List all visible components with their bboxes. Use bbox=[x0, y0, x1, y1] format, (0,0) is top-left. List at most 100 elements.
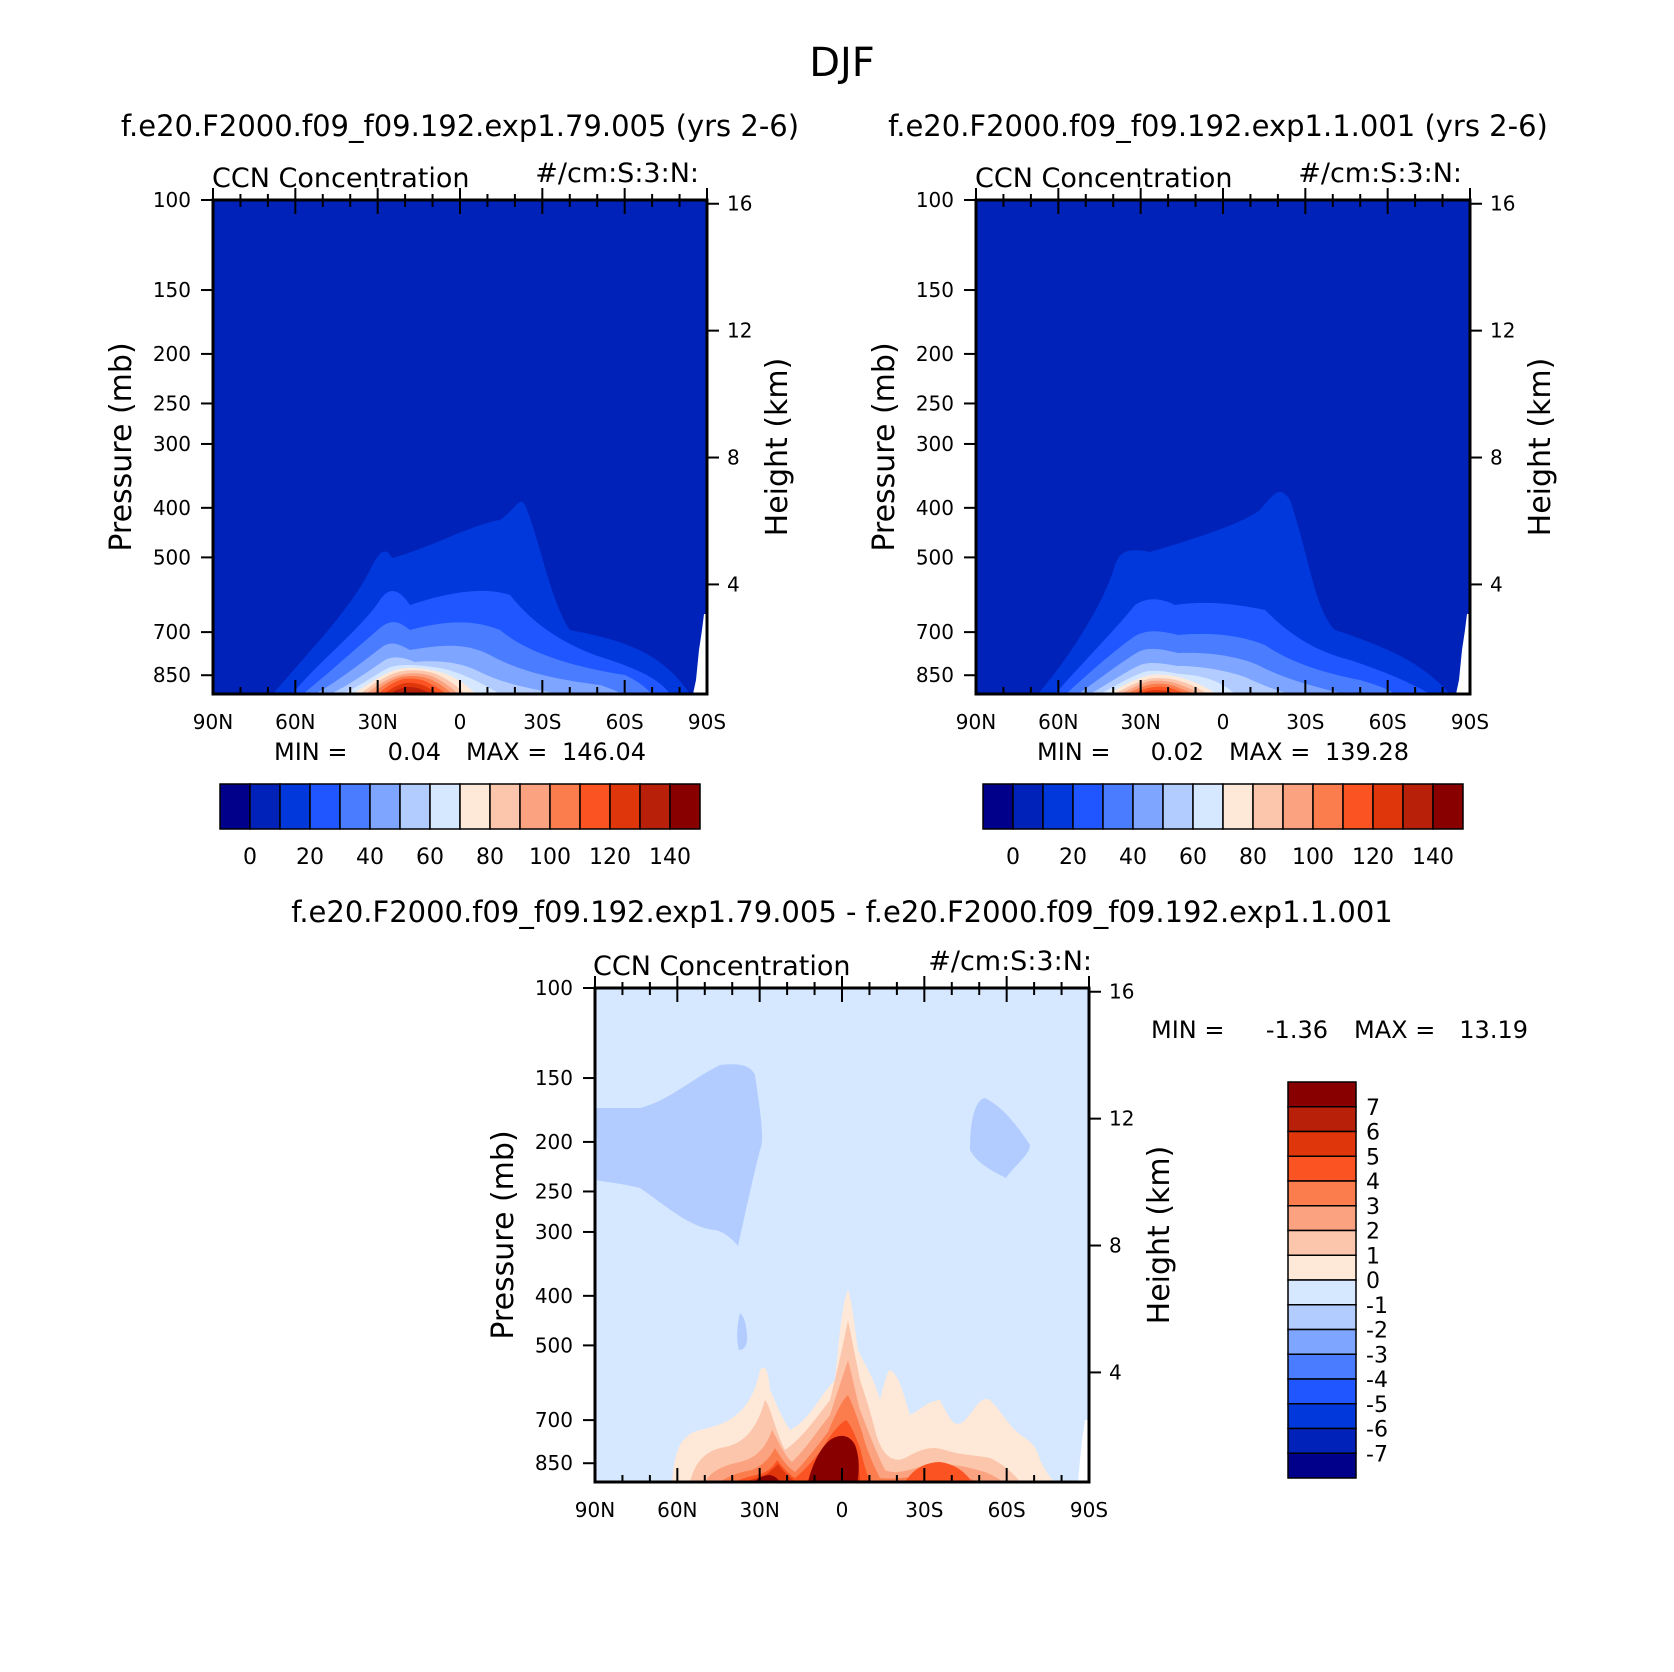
colorbar-swatch bbox=[1287, 1403, 1357, 1430]
colorbar-swatch bbox=[1287, 1130, 1357, 1157]
y-tick-label: 850 bbox=[535, 1451, 573, 1475]
y-tick-label: 500 bbox=[535, 1333, 573, 1357]
colorbar-label: 4 bbox=[1366, 1170, 1380, 1195]
y-right-tick-label: 8 bbox=[727, 446, 740, 470]
y-tick-label: 150 bbox=[153, 278, 191, 302]
y-right-tick-label: 8 bbox=[1490, 446, 1503, 470]
x-tick-label: 90N bbox=[193, 710, 233, 734]
panel-1-min-value: 0.04 bbox=[388, 738, 441, 766]
x-tick-label: 30N bbox=[357, 710, 397, 734]
y-right-tick-label: 4 bbox=[1109, 1360, 1122, 1384]
panel-1-left-string: CCN Concentration bbox=[212, 163, 470, 194]
contour-130 bbox=[390, 687, 432, 694]
colorbar-label: 3 bbox=[1366, 1195, 1380, 1220]
contour-pos-5-a bbox=[745, 1464, 796, 1482]
panel-2-axes: 100 150 200 250 300 400 500 700 850 16 12 8 4 90N 60N 3… bbox=[916, 188, 1515, 734]
panel-2-max-label: MAX = bbox=[1229, 738, 1310, 766]
colorbar-swatch bbox=[982, 783, 1014, 830]
colorbar-swatch bbox=[1287, 1254, 1357, 1281]
colorbar-label: -2 bbox=[1366, 1319, 1388, 1344]
panel-1-right-string: #/cm:S:3:N: bbox=[535, 158, 699, 189]
y-right-tick-label: 16 bbox=[1109, 980, 1134, 1004]
colorbar-label: -4 bbox=[1366, 1368, 1388, 1393]
panel-1-colorbar: 0 20 40 60 80 100 120 140 bbox=[219, 783, 701, 870]
colorbar-swatch bbox=[1287, 1452, 1357, 1479]
y-tick-label: 400 bbox=[153, 496, 191, 520]
colorbar-swatch bbox=[309, 783, 341, 830]
x-tick-label: 60N bbox=[275, 710, 315, 734]
colorbar-swatch bbox=[1072, 783, 1104, 830]
y-tick-label: 850 bbox=[916, 663, 954, 687]
panel-3-min-value: -1.36 bbox=[1266, 1016, 1328, 1044]
y-tick-label: 850 bbox=[153, 663, 191, 687]
colorbar-swatch bbox=[1372, 783, 1404, 830]
colorbar-label: -5 bbox=[1366, 1393, 1388, 1418]
colorbar-label: 80 bbox=[476, 845, 504, 870]
x-tick-label: 60S bbox=[988, 1498, 1026, 1522]
x-tick-label: 60S bbox=[606, 710, 644, 734]
panel-1-max-label: MAX = bbox=[466, 738, 547, 766]
colorbar-label: -6 bbox=[1366, 1418, 1388, 1443]
colorbar-label: 120 bbox=[1352, 845, 1394, 870]
colorbar-label: 60 bbox=[1179, 845, 1207, 870]
x-tick-label: 90S bbox=[1451, 710, 1489, 734]
colorbar-swatch bbox=[639, 783, 671, 830]
colorbar-swatch bbox=[1287, 1229, 1357, 1256]
contour-pos-7-a bbox=[808, 1435, 859, 1482]
x-tick-label: 60S bbox=[1369, 710, 1407, 734]
y-tick-label: 250 bbox=[535, 1179, 573, 1203]
panel-2-ylabel-right: Height (km) bbox=[1523, 358, 1558, 537]
panel-2-min-label: MIN = bbox=[1037, 738, 1110, 766]
colorbar-label: 0 bbox=[1366, 1269, 1380, 1294]
colorbar-swatch bbox=[1342, 783, 1374, 830]
colorbar-swatch bbox=[1287, 1205, 1357, 1232]
colorbar-label: 40 bbox=[356, 845, 384, 870]
panel-3-left-string: CCN Concentration bbox=[593, 951, 851, 982]
panel-3-ylabel: Pressure (mb) bbox=[486, 1130, 521, 1339]
colorbar-label: 0 bbox=[1006, 845, 1020, 870]
colorbar-label: 2 bbox=[1366, 1220, 1380, 1245]
panel-2-ylabel: Pressure (mb) bbox=[867, 342, 902, 551]
colorbar-swatch bbox=[429, 783, 461, 830]
panel-3-plot-area bbox=[595, 988, 1089, 1482]
colorbar-label: -7 bbox=[1366, 1442, 1388, 1467]
x-tick-label: 30S bbox=[905, 1498, 943, 1522]
colorbar-swatch bbox=[399, 783, 431, 830]
y-right-tick-label: 4 bbox=[727, 572, 740, 596]
colorbar-swatch bbox=[1252, 783, 1284, 830]
colorbar-swatch bbox=[1287, 1155, 1357, 1182]
panel-2-right-string: #/cm:S:3:N: bbox=[1298, 158, 1462, 189]
y-tick-label: 700 bbox=[153, 620, 191, 644]
colorbar-label: 60 bbox=[416, 845, 444, 870]
colorbar-swatch bbox=[579, 783, 611, 830]
y-tick-label: 250 bbox=[153, 391, 191, 415]
panel-1-title: f.e20.F2000.f09_f09.192.exp1.79.005 (yrs… bbox=[121, 109, 799, 143]
y-tick-label: 500 bbox=[153, 545, 191, 569]
y-tick-label: 200 bbox=[535, 1130, 573, 1154]
x-tick-label: 0 bbox=[454, 710, 467, 734]
colorbar-swatch bbox=[1287, 1180, 1357, 1207]
colorbar-label: 100 bbox=[1292, 845, 1334, 870]
colorbar-label: 140 bbox=[649, 845, 691, 870]
colorbar-swatch bbox=[219, 783, 251, 830]
x-tick-label: 90S bbox=[1070, 1498, 1108, 1522]
panel-2: f.e20.F2000.f09_f09.192.exp1.1.001 (yrs … bbox=[867, 109, 1558, 870]
panel-2-left-string: CCN Concentration bbox=[975, 163, 1233, 194]
y-right-tick-label: 8 bbox=[1109, 1234, 1122, 1258]
colorbar-swatch bbox=[1287, 1427, 1357, 1454]
panel-3-min-label: MIN = bbox=[1151, 1016, 1224, 1044]
panel-1-max-value: 146.04 bbox=[562, 738, 646, 766]
y-tick-label: 100 bbox=[153, 188, 191, 212]
colorbar-swatch bbox=[1402, 783, 1434, 830]
contour-neg-1-b bbox=[970, 1098, 1030, 1178]
colorbar-label: 120 bbox=[589, 845, 631, 870]
colorbar-swatch bbox=[489, 783, 521, 830]
y-tick-label: 400 bbox=[535, 1284, 573, 1308]
x-tick-label: 60N bbox=[1038, 710, 1078, 734]
colorbar-swatch bbox=[1287, 1106, 1357, 1133]
colorbar-swatch bbox=[549, 783, 581, 830]
x-tick-label: 90N bbox=[575, 1498, 615, 1522]
y-tick-label: 400 bbox=[916, 496, 954, 520]
colorbar-label: 80 bbox=[1239, 845, 1267, 870]
panel-2-title: f.e20.F2000.f09_f09.192.exp1.1.001 (yrs … bbox=[888, 109, 1548, 143]
